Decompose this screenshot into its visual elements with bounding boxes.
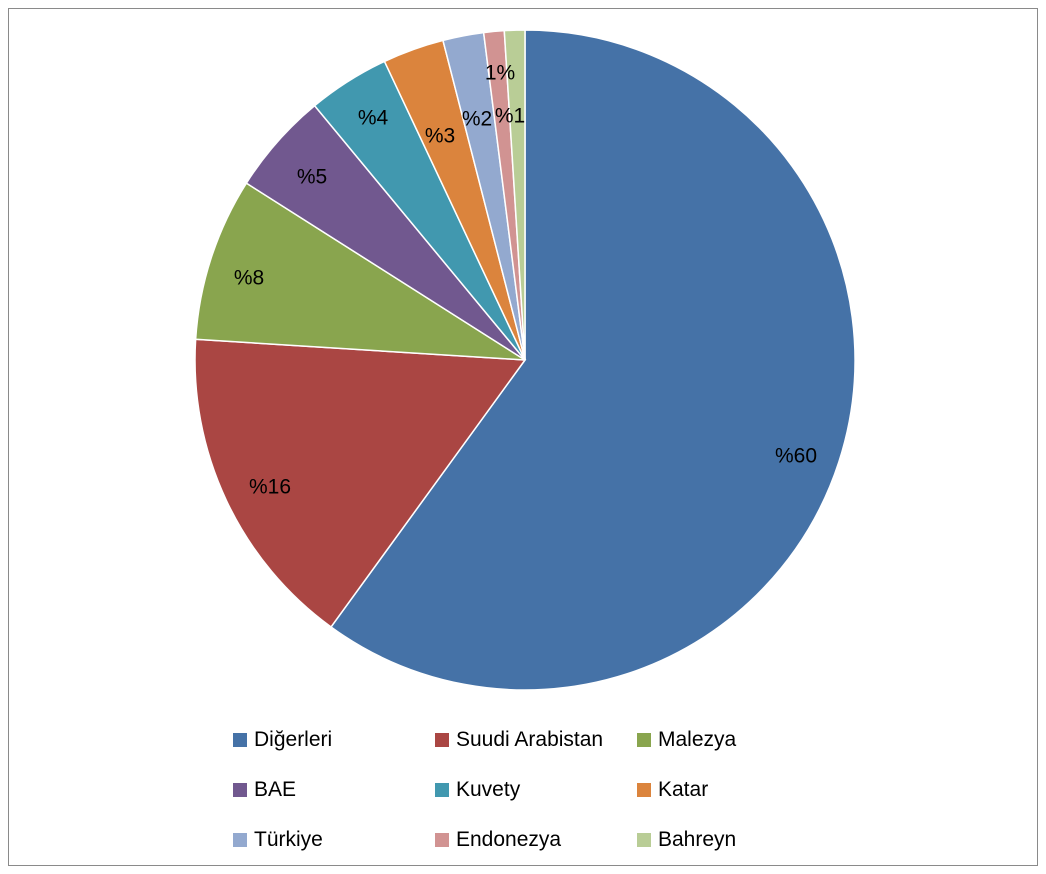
legend-label: Malezya [658,728,737,751]
legend-swatch [637,783,651,797]
legend-swatch [233,733,247,747]
data-label-7: %2 [462,108,492,131]
legend-item-2: Suudi Arabistan [435,728,603,752]
legend-item-9: Bahreyn [637,828,736,852]
legend-swatch [233,833,247,847]
legend-label: Bahreyn [658,828,737,851]
legend-swatch [435,733,449,747]
legend-swatch [637,733,651,747]
legend-label: Kuvety [456,778,521,801]
legend-label: BAE [254,778,297,801]
legend-label: Suudi Arabistan [456,728,604,751]
legend-item-1: Diğerleri [233,728,332,752]
data-label-6: %3 [425,125,455,148]
legend-label: Türkiye [254,828,323,851]
data-label-9: %1 [495,105,525,128]
legend-swatch [637,833,651,847]
legend-item-4: BAE [233,778,296,802]
legend-item-3: Malezya [637,728,736,752]
data-label-8: 1% [485,62,515,85]
legend-label: Diğerleri [254,728,333,751]
legend-item-7: Türkiye [233,828,323,852]
data-label-3: %8 [234,267,264,290]
legend-item-8: Endonezya [435,828,561,852]
data-label-1: %60 [775,445,817,468]
legend-item-5: Kuvety [435,778,520,802]
legend-swatch [435,833,449,847]
data-label-4: %5 [297,166,327,189]
data-label-2: %16 [249,476,291,499]
legend-item-6: Katar [637,778,708,802]
pie-slice-2 [194,338,527,629]
legend-label: Katar [658,778,709,801]
data-label-5: %4 [358,107,389,130]
legend-label: Endonezya [456,828,562,851]
legend-swatch [233,783,247,797]
pie-slice-1 [329,29,856,691]
pie-slice-9 [503,29,526,361]
legend-swatch [435,783,449,797]
pie-slice-3 [194,182,526,361]
